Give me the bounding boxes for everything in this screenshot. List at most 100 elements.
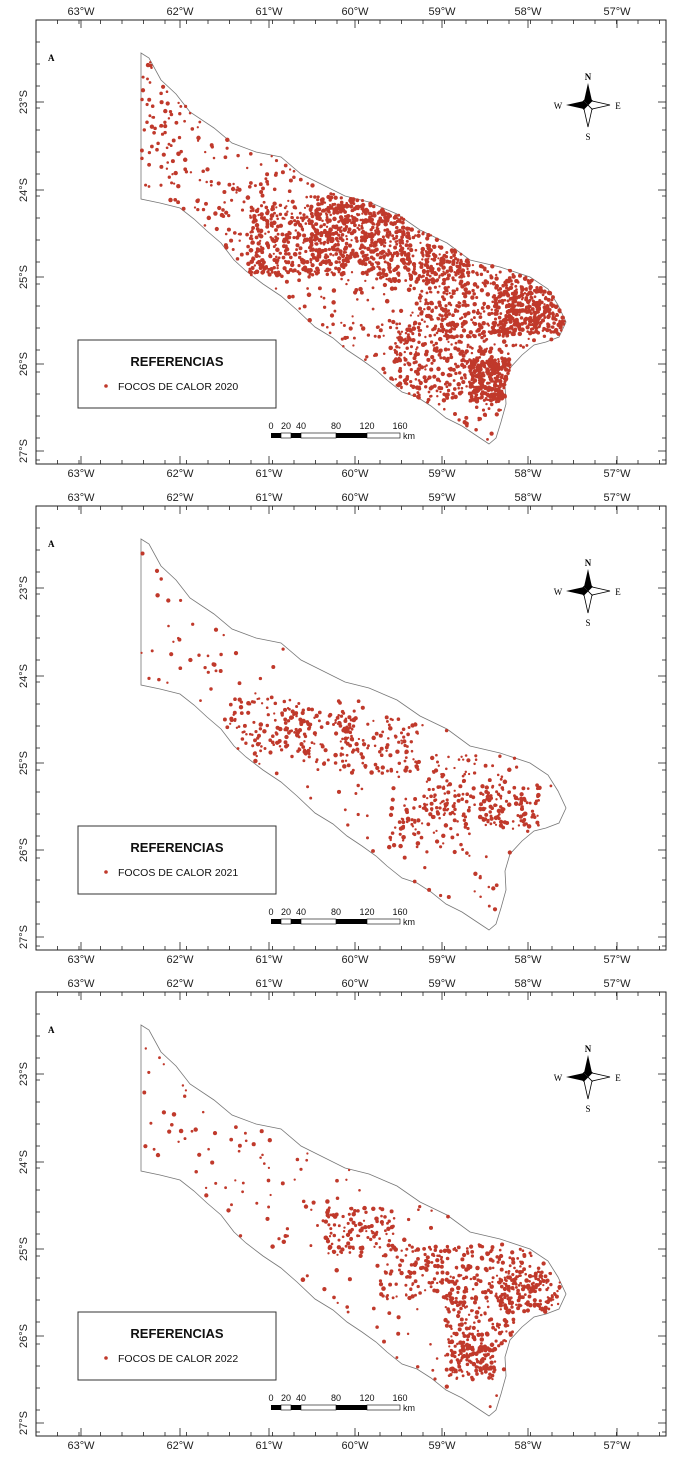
hotspot-point <box>421 232 425 236</box>
lat-label: 23°S <box>18 576 30 600</box>
compass-north-point-icon <box>584 1055 592 1077</box>
hotspot-point <box>427 787 431 792</box>
hotspot-point <box>325 721 330 726</box>
hotspot-point <box>449 295 454 299</box>
hotspot-point <box>306 785 310 789</box>
scale-label: 20 <box>281 907 291 917</box>
hotspot-point <box>493 382 497 386</box>
hotspot-point <box>362 244 365 247</box>
hotspot-point <box>465 385 468 388</box>
hotspot-point <box>480 390 485 395</box>
hotspot-point <box>434 341 439 346</box>
hotspot-point <box>342 345 345 348</box>
hotspot-point <box>476 1350 480 1353</box>
hotspot-point <box>507 767 512 773</box>
hotspot-point <box>421 268 426 274</box>
hotspot-point <box>412 1270 417 1275</box>
hotspot-point <box>170 1123 174 1127</box>
hotspot-point <box>359 323 363 327</box>
hotspot-point <box>531 1284 535 1288</box>
hotspot-point <box>395 344 399 349</box>
hotspot-point <box>530 318 534 323</box>
hotspot-point <box>328 1235 332 1238</box>
hotspot-point <box>548 1271 553 1276</box>
hotspot-point <box>406 254 410 258</box>
hotspot-point <box>507 1284 511 1289</box>
compass-west-point-icon <box>566 101 588 109</box>
hotspot-point <box>395 1356 399 1359</box>
hotspot-point <box>276 266 279 270</box>
hotspot-point <box>325 217 330 223</box>
hotspot-point <box>310 1208 313 1211</box>
hotspot-point <box>297 255 302 260</box>
hotspot-point <box>359 1250 364 1255</box>
hotspot-point <box>532 338 536 343</box>
hotspot-point <box>488 1266 492 1270</box>
hotspot-point <box>147 97 152 102</box>
hotspot-point <box>298 246 303 251</box>
hotspot-point <box>348 1251 352 1254</box>
hotspot-point <box>407 1243 412 1247</box>
hotspot-point <box>506 1294 509 1298</box>
hotspot-point <box>278 251 282 255</box>
hotspot-point <box>496 792 501 796</box>
hotspot-point <box>500 356 504 361</box>
hotspot-point <box>276 217 280 221</box>
hotspot-point <box>295 1157 300 1162</box>
hotspot-point <box>399 220 402 224</box>
hotspot-point <box>283 1234 288 1238</box>
hotspot-point <box>322 1286 327 1292</box>
hotspot-point <box>360 250 365 255</box>
hotspot-point <box>562 322 566 326</box>
hotspot-point <box>485 292 491 297</box>
hotspot-point <box>415 841 421 846</box>
hotspot-point <box>364 1210 368 1214</box>
hotspot-point <box>305 195 308 199</box>
hotspot-point <box>341 759 345 763</box>
hotspot-point <box>333 309 337 313</box>
hotspot-point <box>426 265 430 270</box>
hotspot-point <box>454 341 458 345</box>
hotspot-point <box>415 272 418 275</box>
hotspot-point <box>461 380 466 385</box>
hotspot-point <box>415 348 418 351</box>
hotspot-point <box>450 1279 455 1284</box>
hotspot-point <box>236 153 240 158</box>
hotspot-point <box>347 243 353 248</box>
hotspot-point <box>459 333 464 339</box>
hotspot-point <box>381 268 386 273</box>
hotspot-point <box>462 1334 467 1338</box>
hotspot-point <box>319 249 324 254</box>
hotspot-point <box>155 593 160 598</box>
hotspot-point <box>504 799 509 803</box>
hotspot-point <box>470 1377 475 1382</box>
hotspot-point <box>150 649 154 653</box>
hotspot-point <box>310 707 314 712</box>
hotspot-point <box>466 343 470 347</box>
hotspot-point <box>389 240 392 243</box>
hotspot-point <box>514 765 519 769</box>
hotspot-point <box>461 1348 466 1353</box>
hotspot-point <box>466 1338 470 1342</box>
hotspot-point <box>328 331 332 335</box>
hotspot-point <box>204 201 208 206</box>
hotspot-point <box>343 1226 346 1229</box>
hotspot-point <box>498 819 504 825</box>
hotspot-point <box>431 245 435 248</box>
hotspot-point <box>407 259 413 265</box>
hotspot-point <box>437 353 442 357</box>
hotspot-point <box>426 400 430 404</box>
hotspot-point <box>399 216 404 220</box>
hotspot-point <box>230 1203 233 1207</box>
hotspot-point <box>516 1306 521 1311</box>
hotspot-point <box>432 384 437 388</box>
hotspot-point <box>224 245 229 250</box>
hotspot-point <box>407 324 412 328</box>
hotspot-point <box>393 214 398 218</box>
hotspot-point <box>435 753 438 757</box>
hotspot-point <box>419 265 424 269</box>
hotspot-point <box>426 796 429 800</box>
hotspot-point <box>391 1232 395 1236</box>
hotspot-point <box>504 366 507 370</box>
hotspot-point <box>502 327 507 332</box>
